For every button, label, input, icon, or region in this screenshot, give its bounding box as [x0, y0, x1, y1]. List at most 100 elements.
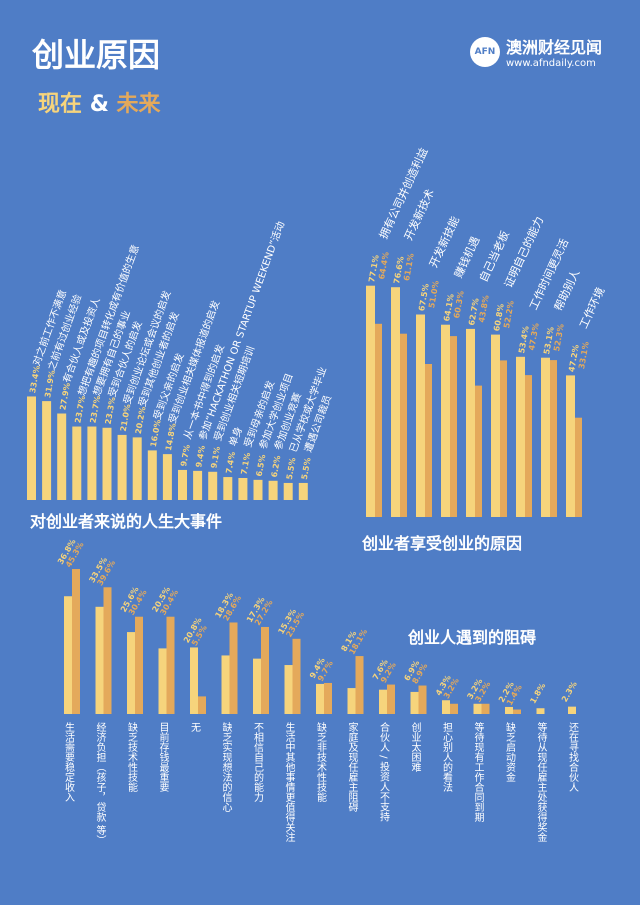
- category-label: 家庭及现任雇主阻碍: [346, 721, 358, 812]
- bar-now: [284, 665, 293, 714]
- bar-future: [450, 703, 458, 714]
- bar: [268, 480, 278, 500]
- bar: [87, 426, 97, 500]
- bar: [298, 482, 308, 500]
- category-label: 生活需要稳定收入: [63, 721, 75, 802]
- bar: [283, 482, 293, 500]
- bar-now: [316, 683, 324, 714]
- bar-future: [292, 638, 301, 714]
- bar: [178, 469, 187, 500]
- value-label: 21.0%: [119, 403, 133, 432]
- bar-future: [573, 417, 582, 517]
- bar-now: [391, 287, 400, 517]
- value-label: 7.1%: [240, 452, 253, 475]
- subtitle-amp: &: [89, 92, 109, 117]
- bar: [117, 434, 127, 500]
- bar-now: [190, 647, 198, 714]
- bar-now: [568, 706, 576, 714]
- logo-name: 澳洲财经见闻: [506, 38, 603, 57]
- value-label: 33.4%: [28, 365, 42, 394]
- category-label: 缺乏非技术性技能: [315, 721, 327, 803]
- value-label: 9.1%: [209, 446, 222, 469]
- chart2-title: 创业者享受创业的原因: [362, 534, 523, 553]
- value-label: 23.3%: [104, 396, 118, 425]
- value-label: 27.9%: [58, 382, 72, 411]
- value-label: 23.7%: [73, 395, 87, 424]
- value-label: 16.0%: [149, 419, 163, 448]
- value-label: 7.4%: [224, 451, 237, 474]
- bar-now: [127, 632, 135, 714]
- bar-future: [324, 682, 332, 714]
- bar-now: [536, 708, 545, 714]
- chart1-title: 对创业者来说的人生大事件: [30, 512, 223, 531]
- category-label: 工作环境: [576, 285, 607, 331]
- value-label: 23.7%: [89, 395, 103, 424]
- value-label-now: 1.8%: [528, 682, 547, 706]
- category-label: 赚钱机遇: [451, 234, 482, 280]
- bar-now: [416, 314, 425, 517]
- category-label: 创业太困难: [409, 721, 421, 772]
- subtitle-future: 未来: [116, 92, 161, 117]
- value-label: 5.5%: [300, 457, 313, 480]
- bar-now: [516, 356, 525, 517]
- bar-now: [466, 328, 475, 517]
- logo: AFN 澳洲财经见闻 www.afndaily.com: [470, 34, 602, 69]
- bar-now: [379, 689, 387, 714]
- bar-future: [513, 709, 521, 714]
- bar-future: [548, 360, 557, 517]
- bar: [223, 477, 233, 500]
- bar: [132, 437, 142, 500]
- category-label: 不相信自己的能力: [252, 722, 264, 803]
- bar-now: [441, 324, 450, 517]
- bar-future: [355, 656, 364, 714]
- value-label: 31.9%: [43, 370, 57, 399]
- bar-future: [261, 626, 269, 714]
- category-label: 缺乏技术性技能: [126, 721, 138, 793]
- bar-now: [158, 648, 167, 714]
- bar-future: [373, 323, 382, 517]
- bar: [147, 450, 157, 500]
- value-label: 5.5%: [285, 457, 298, 480]
- bar-future: [448, 336, 457, 517]
- bar-now: [221, 655, 230, 714]
- subtitle-now: 现在: [38, 92, 83, 117]
- bar-now: [64, 596, 72, 714]
- value-label: 20.2%: [134, 406, 148, 435]
- category-label: 等待从现任雇主处获得奖金: [535, 721, 547, 842]
- bar-now: [442, 700, 450, 714]
- bar: [102, 427, 112, 500]
- bar-now: [566, 375, 575, 517]
- bar-future: [135, 616, 143, 714]
- category-label: 合伙人 / 投资人不支持: [378, 721, 390, 823]
- bar-future: [418, 685, 427, 714]
- bar-now: [253, 658, 261, 714]
- category-label: 缺乏实现想法的信心: [220, 721, 232, 812]
- bar: [253, 479, 263, 500]
- category-label: 无: [189, 722, 201, 733]
- category-label: 缺乏启动资金: [504, 721, 516, 782]
- page-title: 创业原因: [32, 36, 161, 74]
- bar-future: [103, 587, 112, 714]
- bar: [57, 413, 67, 500]
- bar-future: [481, 703, 490, 714]
- category-label: 经济负担（孩子，贷款 等）: [94, 721, 106, 845]
- bar-now: [366, 285, 375, 517]
- bar-future: [498, 360, 507, 517]
- bar-now: [491, 334, 500, 517]
- bar-future: [198, 696, 206, 714]
- bar-future: [387, 684, 395, 714]
- bar-now: [473, 703, 482, 714]
- bar-now: [410, 691, 419, 714]
- category-label: 等待现有工作合同到期: [472, 721, 484, 823]
- category-label: 生活中其他事情更值得关注: [283, 721, 295, 842]
- bar-now: [95, 606, 104, 714]
- bar: [193, 470, 203, 500]
- bar-future: [398, 333, 407, 517]
- bar: [238, 477, 248, 500]
- bar-future: [423, 364, 432, 517]
- bar: [42, 401, 52, 500]
- bar-future: [473, 385, 482, 517]
- value-label: 14.8%: [164, 423, 178, 452]
